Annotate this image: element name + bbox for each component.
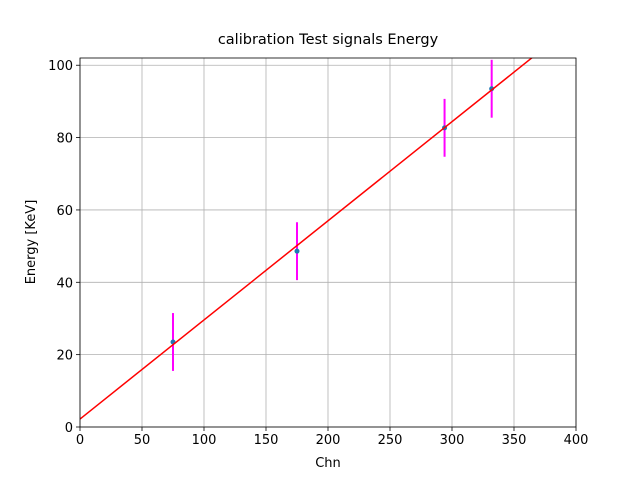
y-axis-label: Energy [KeV] bbox=[24, 200, 39, 285]
y-tick-label: 0 bbox=[65, 421, 73, 436]
y-tick-label: 100 bbox=[48, 59, 73, 74]
plot-frame bbox=[79, 57, 577, 428]
x-tick-label: 400 bbox=[564, 433, 589, 448]
x-tick-label: 300 bbox=[440, 433, 465, 448]
x-axis-label: Chn bbox=[315, 456, 341, 471]
x-tick-label: 350 bbox=[502, 433, 527, 448]
y-tick-label: 40 bbox=[56, 276, 73, 291]
x-tick-label: 250 bbox=[378, 433, 403, 448]
x-tick-label: 200 bbox=[316, 433, 341, 448]
y-tick-label: 20 bbox=[56, 349, 73, 364]
fit-line bbox=[80, 58, 533, 420]
x-tick-label: 100 bbox=[192, 433, 217, 448]
x-tick-label: 150 bbox=[254, 433, 279, 448]
data-point bbox=[294, 248, 300, 254]
y-tick-label: 60 bbox=[56, 204, 73, 219]
x-tick-label: 50 bbox=[134, 433, 151, 448]
x-tick-label: 0 bbox=[76, 433, 84, 448]
plot-area bbox=[80, 58, 533, 420]
y-tick-label: 80 bbox=[56, 132, 73, 147]
chart-title: calibration Test signals Energy bbox=[218, 32, 439, 48]
